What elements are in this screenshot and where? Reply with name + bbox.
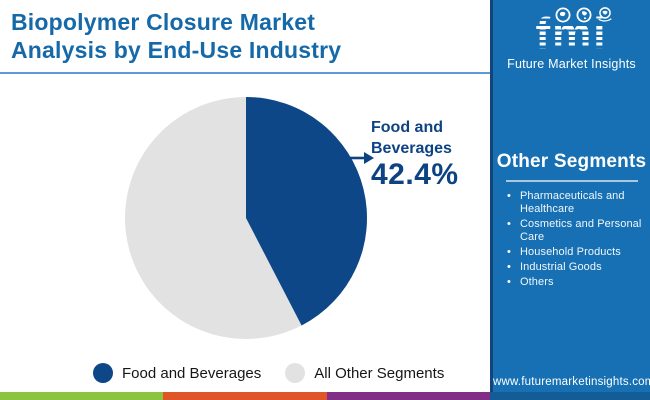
legend-item-food-and-beverages: Food and Beverages [93,363,261,383]
bar-segment-orange [163,392,327,400]
logo-acronym: fmi [493,10,650,58]
bottom-color-bar [0,392,490,400]
page-title-line1: Biopolymer Closure Market [11,9,316,35]
globe-icon [598,7,612,22]
sidebar: fmi Future Market Insights Other Segment… [490,0,650,400]
chart-legend: Food and Beverages All Other Segments [93,363,444,383]
globe-icon [576,7,592,23]
legend-swatch-food-and-beverages [93,363,113,383]
callout-label-line2: Beverages [371,140,452,157]
callout-label: Food and Beverages [371,117,459,159]
legend-swatch-all-other-segments [285,363,306,383]
other-segment-item: Others [507,276,647,289]
legend-label-all-other-segments: All Other Segments [314,364,445,382]
legend-item-all-other-segments: All Other Segments [285,363,444,383]
sidebar-bottom-strip [490,392,650,400]
pie-callout: Food and Beverages 42.4% [371,117,459,192]
website-url: www.futuremarketinsights.com [493,376,650,388]
pie-slice-food-and-beverages [246,97,367,326]
bar-segment-green [0,392,164,400]
other-segment-item: Household Products [507,246,647,259]
globe-icons [555,7,613,23]
callout-label-line1: Food and [371,119,443,136]
title-underline-divider [0,72,493,74]
other-segment-item: Industrial Goods [507,261,647,274]
callout-value: 42.4% [371,158,459,191]
other-segment-item: Cosmetics and Personal Care [507,218,647,244]
pie-chart [125,97,367,339]
page-title-line2: Analysis by End-Use Industry [11,37,342,63]
logo-tagline: Future Market Insights [507,57,636,71]
page-title: Biopolymer Closure Market Analysis by En… [11,8,341,64]
callout-arrow-icon [349,152,374,164]
bar-segment-purple [326,392,490,400]
chart-area: Biopolymer Closure Market Analysis by En… [0,8,493,400]
other-segment-item: Pharmaceuticals and Healthcare [507,190,647,216]
legend-label-food-and-beverages: Food and Beverages [122,364,262,382]
heading-divider [505,180,638,182]
globe-icon [555,7,571,23]
other-segments-list: Pharmaceuticals and HealthcareCosmetics … [493,190,650,289]
other-segments-heading: Other Segments [496,151,647,172]
fmi-logo: fmi Future Market Insights [493,7,650,73]
